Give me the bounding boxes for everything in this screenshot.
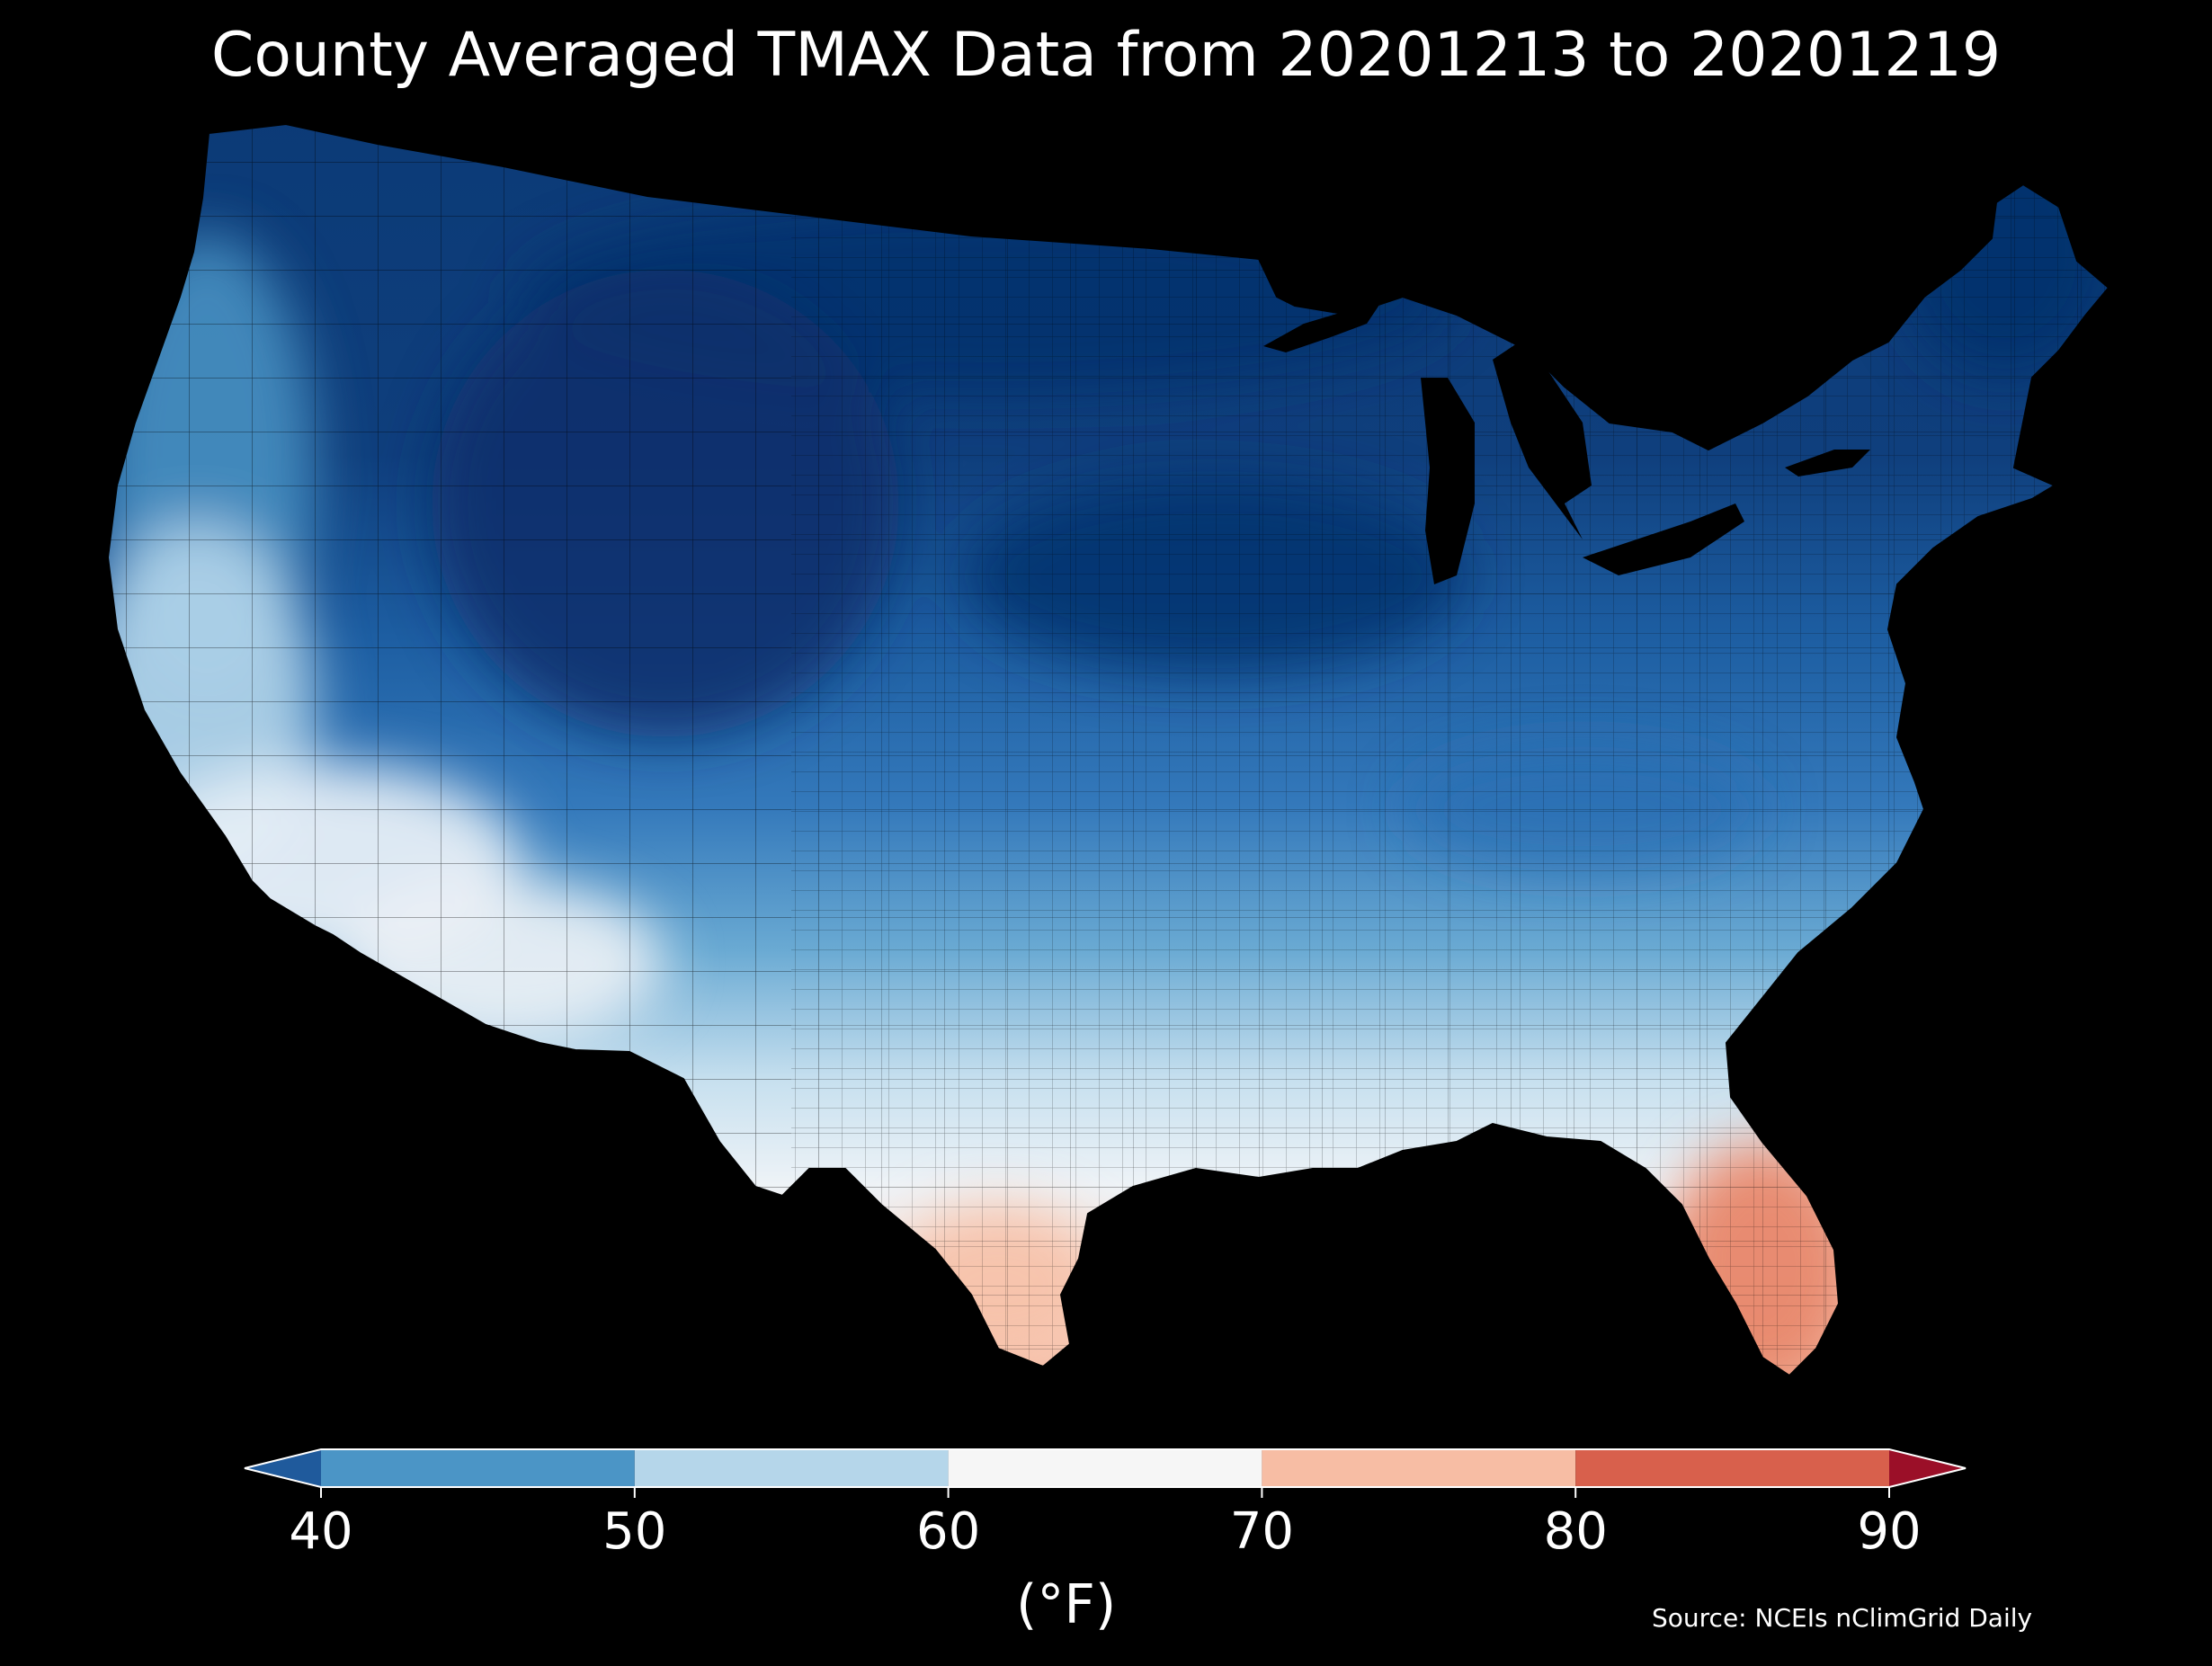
colorbar-tick-label-3: 70	[1230, 1502, 1294, 1561]
colorbar-unit-label: (°F)	[1016, 1573, 1117, 1636]
colorbar-extend-low	[245, 1449, 321, 1487]
colorbar-bin-0	[321, 1449, 635, 1487]
colorbar-bin-3	[1262, 1449, 1576, 1487]
colorbar-tick-label-0: 40	[289, 1502, 352, 1561]
colorbar-bin-2	[948, 1449, 1262, 1487]
great-lakes	[1263, 297, 1870, 584]
colorbar-tick-label-5: 90	[1857, 1502, 1921, 1561]
colorbar-tick-label-4: 80	[1544, 1502, 1608, 1561]
colorbar-extend-high	[1889, 1449, 1966, 1487]
map-title: County Averaged TMAX Data from 20201213 …	[210, 20, 2002, 91]
source-credit: Source: NCEIs nClimGrid Daily	[1652, 1603, 2033, 1633]
colorbar-tick-label-1: 50	[602, 1502, 666, 1561]
colorbar-bin-1	[634, 1449, 949, 1487]
us-county-map	[107, 123, 2109, 1376]
colorbar-tick-label-2: 60	[916, 1502, 980, 1561]
colorbar-bin-4	[1575, 1449, 1889, 1487]
